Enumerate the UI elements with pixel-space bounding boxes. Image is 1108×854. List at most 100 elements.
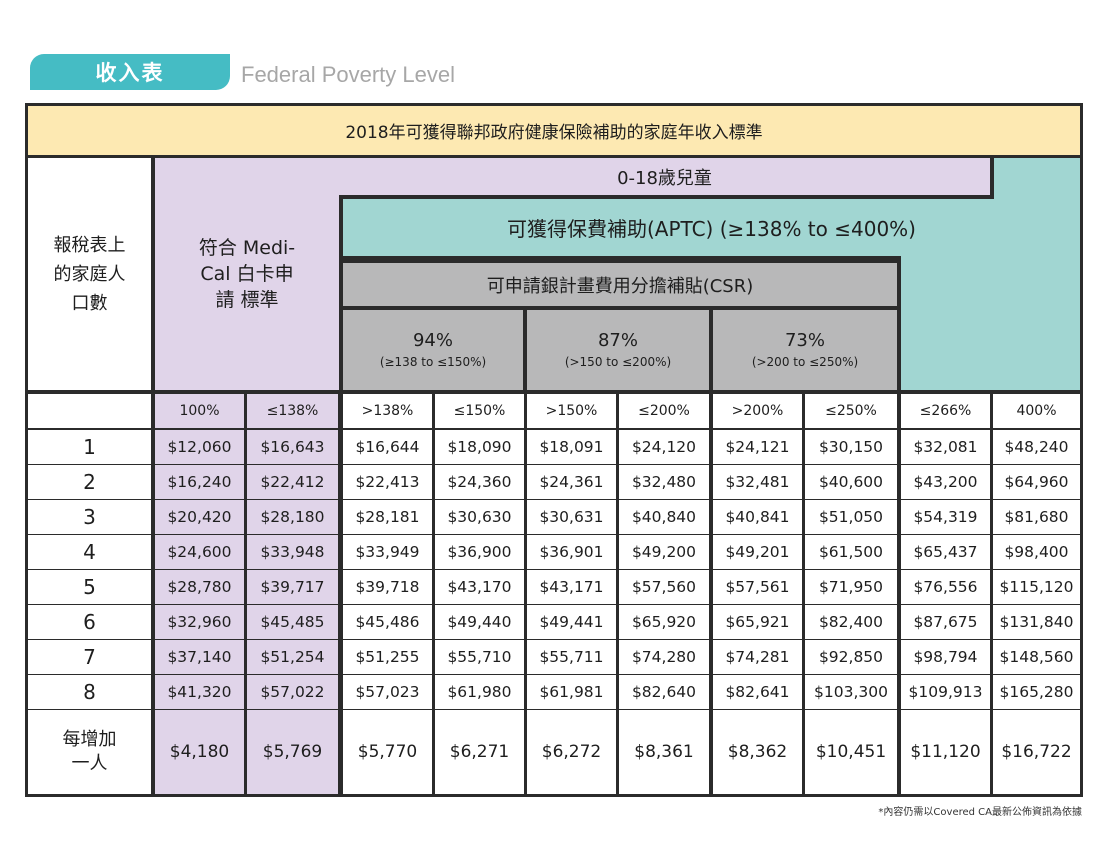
income-cell: $16,643 [247,430,338,464]
income-cell: $22,412 [247,465,338,499]
family-size-cell: 3 [28,500,151,534]
per-person-cell: $5,769 [247,710,338,794]
income-cell: $30,150 [805,430,897,464]
income-cell: $24,121 [713,430,802,464]
section-tag: 收入表 [30,54,230,90]
column-header: >200% [713,394,802,428]
medical-header: 符合 Medi-Cal 白卡申請 標準 [155,158,339,390]
income-cell: $65,921 [713,605,802,639]
family-size-cell: 1 [28,430,151,464]
family-size-cell: 6 [28,605,151,639]
income-cell: $65,920 [619,605,709,639]
income-cell: $41,320 [155,675,244,709]
children-header-filler [994,158,1080,199]
per-person-cell: $16,722 [993,710,1080,794]
family-size-cell: 2 [28,465,151,499]
income-cell: $131,840 [993,605,1080,639]
column-header: >138% [343,394,432,428]
income-cell: $18,090 [435,430,524,464]
per-person-cell: $8,361 [619,710,709,794]
income-cell: $43,200 [901,465,990,499]
per-person-cell: $10,451 [805,710,897,794]
income-cell: $81,680 [993,500,1080,534]
footnote: *內容仍需以Covered CA最新公佈資訊為依據 [878,807,1082,818]
children-header: 0-18歲兒童 [339,158,990,195]
income-cell: $32,480 [619,465,709,499]
column-header: ≤250% [805,394,897,428]
income-cell: $49,200 [619,535,709,569]
income-cell: $51,050 [805,500,897,534]
income-cell: $65,437 [901,535,990,569]
family-size-cell: 5 [28,570,151,604]
income-cell: $24,361 [527,465,616,499]
section-subtitle: Federal Poverty Level [241,62,455,87]
income-cell: $61,500 [805,535,897,569]
column-header: ≤266% [901,394,990,428]
income-cell: $82,641 [713,675,802,709]
per-person-cell: $6,272 [527,710,616,794]
income-cell: $16,644 [343,430,432,464]
income-cell: $33,948 [247,535,338,569]
income-cell: $103,300 [805,675,897,709]
income-cell: $22,413 [343,465,432,499]
income-cell: $115,120 [993,570,1080,604]
income-cell: $57,560 [619,570,709,604]
income-cell: $40,840 [619,500,709,534]
csr-tier-94: 94% (≥138 to ≤150%) [343,310,523,390]
table-title: 2018年可獲得聯邦政府健康保險補助的家庭年收入標準 [28,106,1080,155]
family-size-cell: 7 [28,640,151,674]
income-cell: $51,255 [343,640,432,674]
income-cell: $36,901 [527,535,616,569]
income-cell: $33,949 [343,535,432,569]
csr-tier-87: 87% (>150 to ≤200%) [527,310,709,390]
income-cell: $28,181 [343,500,432,534]
per-person-cell: $6,271 [435,710,524,794]
income-cell: $45,485 [247,605,338,639]
income-cell: $82,640 [619,675,709,709]
column-header: ≤138% [247,394,338,428]
income-cell: $55,711 [527,640,616,674]
income-cell: $148,560 [993,640,1080,674]
income-cell: $48,240 [993,430,1080,464]
income-cell: $98,794 [901,640,990,674]
income-cell: $92,850 [805,640,897,674]
column-header: >150% [527,394,616,428]
income-cell: $36,900 [435,535,524,569]
csr-header-filler [901,256,1080,390]
income-cell: $57,022 [247,675,338,709]
income-cell: $30,630 [435,500,524,534]
income-cell: $12,060 [155,430,244,464]
income-cell: $57,561 [713,570,802,604]
income-cell: $20,420 [155,500,244,534]
csr-header: 可申請銀計畫費用分擔補貼(CSR) [343,263,897,306]
income-table: 2018年可獲得聯邦政府健康保險補助的家庭年收入標準 報稅表上的家庭人口數 符合… [25,103,1083,797]
income-cell: $61,980 [435,675,524,709]
income-cell: $74,280 [619,640,709,674]
family-size-cell: 8 [28,675,151,709]
income-cell: $45,486 [343,605,432,639]
income-cell: $28,780 [155,570,244,604]
income-cell: $71,950 [805,570,897,604]
income-cell: $74,281 [713,640,802,674]
income-cell: $64,960 [993,465,1080,499]
income-cell: $24,120 [619,430,709,464]
per-person-cell: $8,362 [713,710,802,794]
income-cell: $39,717 [247,570,338,604]
income-cell: $49,201 [713,535,802,569]
income-cell: $37,140 [155,640,244,674]
income-cell: $49,440 [435,605,524,639]
income-cell: $39,718 [343,570,432,604]
income-cell: $40,600 [805,465,897,499]
column-header: 400% [993,394,1080,428]
family-size-header: 報稅表上的家庭人口數 [28,158,151,390]
income-cell: $43,171 [527,570,616,604]
income-cell: $30,631 [527,500,616,534]
income-cell: $76,556 [901,570,990,604]
income-cell: $61,981 [527,675,616,709]
income-cell: $32,481 [713,465,802,499]
income-cell: $43,170 [435,570,524,604]
income-cell: $54,319 [901,500,990,534]
income-cell: $18,091 [527,430,616,464]
income-cell: $32,960 [155,605,244,639]
income-cell: $40,841 [713,500,802,534]
